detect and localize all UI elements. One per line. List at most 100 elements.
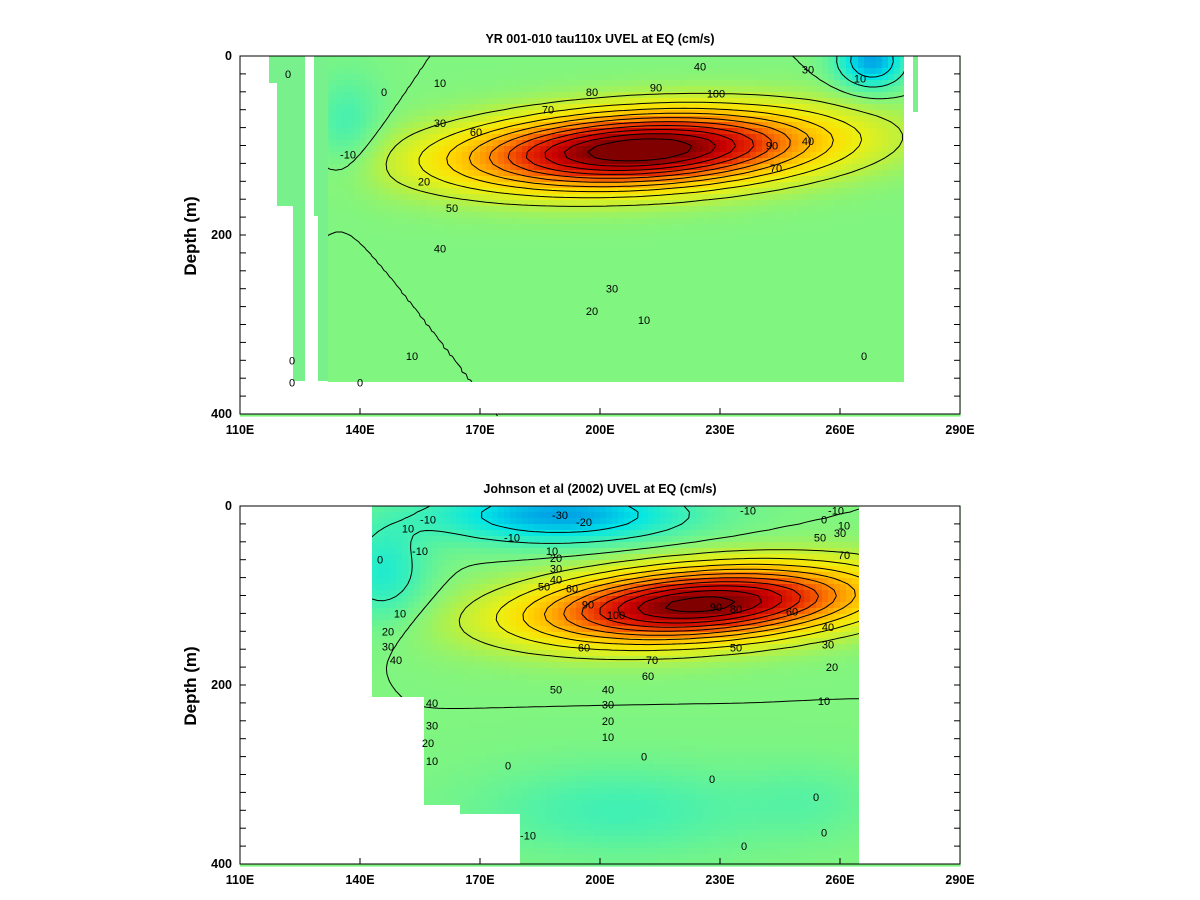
- field-cell: [702, 236, 709, 243]
- field-cell: [450, 206, 457, 213]
- field-cell: [390, 86, 397, 93]
- field-cell: [450, 164, 457, 171]
- field-cell: [606, 104, 613, 111]
- field-cell: [786, 74, 793, 81]
- field-cell: [648, 68, 655, 75]
- field-cell: [564, 122, 571, 129]
- field-cell: [378, 296, 385, 303]
- field-cell: [444, 224, 451, 231]
- field-cell: [678, 56, 685, 63]
- field-cell: [600, 86, 607, 93]
- field-cell: [822, 116, 829, 123]
- field-cell: [636, 194, 643, 201]
- field-cell: [420, 134, 427, 141]
- field-cell: [714, 188, 721, 195]
- field-cell: [720, 230, 727, 237]
- field-cell: [438, 152, 445, 159]
- field-cell: [462, 104, 469, 111]
- field-cell: [480, 104, 487, 111]
- field-cell: [762, 122, 769, 129]
- field-cell: [894, 158, 901, 165]
- field-cell: [504, 236, 511, 243]
- field-cell: [348, 284, 355, 291]
- field-cell: [894, 140, 901, 147]
- field-cell: [462, 230, 469, 237]
- field-cell: [648, 272, 655, 279]
- field-cell: [522, 176, 529, 183]
- field-cell: [522, 182, 529, 189]
- field-cell: [654, 104, 661, 111]
- field-cell: [480, 236, 487, 243]
- field-cell: [546, 248, 553, 255]
- field-cell: [426, 206, 433, 213]
- field-cell: [354, 296, 361, 303]
- field-cell: [696, 188, 703, 195]
- field-cell: [468, 104, 475, 111]
- field-cell: [462, 98, 469, 105]
- field-cell: [594, 164, 601, 171]
- field-cell: [828, 260, 835, 267]
- field-cell: [672, 230, 679, 237]
- field-cell: [432, 290, 439, 297]
- field-cell: [594, 86, 601, 93]
- field-cell: [570, 218, 577, 225]
- field-cell: [642, 224, 649, 231]
- field-cell: [852, 254, 859, 261]
- field-cell: [780, 86, 787, 93]
- field-cell: [828, 170, 835, 177]
- field-cell: [786, 98, 793, 105]
- field-cell: [768, 98, 775, 105]
- field-cell: [792, 290, 799, 297]
- field-cell: [594, 158, 601, 165]
- field-cell: [696, 266, 703, 273]
- field-cell: [384, 266, 391, 273]
- field-cell: [564, 164, 571, 171]
- field-cell: [408, 302, 415, 309]
- field-cell: [414, 266, 421, 273]
- field-cell: [462, 248, 469, 255]
- field-cell: [372, 56, 379, 63]
- field-cell: [732, 56, 739, 63]
- field-cell: [834, 260, 841, 267]
- field-cell: [432, 194, 439, 201]
- field-cell: [378, 266, 385, 273]
- field-cell: [552, 116, 559, 123]
- field-cell: [594, 224, 601, 231]
- field-cell: [738, 260, 745, 267]
- field-cell: [630, 212, 637, 219]
- field-cell: [714, 122, 721, 129]
- field-cell: [882, 164, 889, 171]
- field-cell: [582, 242, 589, 249]
- field-cell: [660, 278, 667, 285]
- field-cell: [648, 266, 655, 273]
- field-cell: [474, 164, 481, 171]
- field-cell: [600, 56, 607, 63]
- field-cell: [612, 260, 619, 267]
- field-cell: [822, 134, 829, 141]
- field-cell: [534, 218, 541, 225]
- field-cell: [768, 104, 775, 111]
- field-cell: [372, 122, 379, 129]
- field-cell: [432, 182, 439, 189]
- field-cell: [456, 296, 463, 303]
- field-cell: [732, 164, 739, 171]
- field-cell: [576, 74, 583, 81]
- field-cell: [576, 272, 583, 279]
- field-cell: [678, 188, 685, 195]
- field-cell: [426, 86, 433, 93]
- field-cell: [354, 56, 361, 63]
- field-cell: [342, 74, 349, 81]
- field-cell: [606, 200, 613, 207]
- field-cell: [546, 122, 553, 129]
- field-cell: [330, 110, 337, 117]
- field-cell: [858, 116, 865, 123]
- field-cell: [852, 182, 859, 189]
- field-cell: [708, 98, 715, 105]
- field-cell: [876, 140, 883, 147]
- field-cell: [498, 74, 505, 81]
- field-cell: [636, 230, 643, 237]
- field-cell: [426, 68, 433, 75]
- field-cell: [828, 134, 835, 141]
- field-cell: [504, 140, 511, 147]
- field-cell: [570, 290, 577, 297]
